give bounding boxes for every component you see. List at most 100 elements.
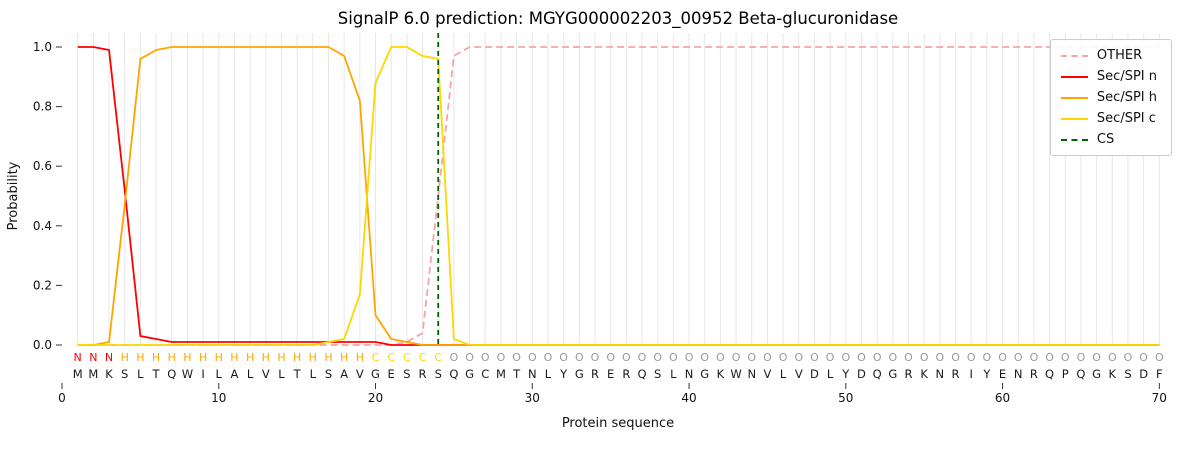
svg-text:P: P bbox=[1062, 367, 1069, 381]
svg-text:R: R bbox=[952, 367, 960, 381]
svg-text:Y: Y bbox=[559, 367, 568, 381]
svg-text:G: G bbox=[371, 367, 380, 381]
svg-text:W: W bbox=[182, 367, 193, 381]
svg-text:O: O bbox=[669, 351, 678, 364]
svg-text:O: O bbox=[497, 351, 506, 364]
svg-text:O: O bbox=[716, 351, 725, 364]
cs-line-sample bbox=[1060, 138, 1088, 141]
legend-entry-sec-spi-c: Sec/SPI c bbox=[1060, 111, 1157, 126]
svg-text:H: H bbox=[183, 351, 191, 364]
svg-text:L: L bbox=[827, 367, 834, 381]
svg-text:N: N bbox=[89, 351, 97, 364]
svg-text:H: H bbox=[168, 351, 176, 364]
legend-label-cs: CS bbox=[1096, 132, 1115, 147]
plot-layers: 0.00.20.40.60.81.00 10 20 30 40 50 60 70N N N H H H H… bbox=[33, 33, 1167, 405]
other-line-sample bbox=[1060, 54, 1088, 57]
svg-text:V: V bbox=[795, 367, 803, 381]
svg-text:O: O bbox=[810, 351, 819, 364]
svg-text:L: L bbox=[247, 367, 254, 381]
x-axis-label: Protein sequence bbox=[562, 416, 674, 431]
svg-text:E: E bbox=[607, 367, 614, 381]
svg-text:N: N bbox=[747, 367, 756, 381]
svg-text:O: O bbox=[936, 351, 945, 364]
sec-spi-c-line-sample bbox=[1060, 117, 1088, 120]
svg-text:N: N bbox=[74, 351, 82, 364]
svg-text:Q: Q bbox=[637, 367, 646, 381]
svg-text:R: R bbox=[622, 367, 630, 381]
svg-text:O: O bbox=[700, 351, 709, 364]
svg-text:0.0: 0.0 bbox=[33, 338, 52, 352]
svg-text:O: O bbox=[732, 351, 741, 364]
svg-text:E: E bbox=[999, 367, 1006, 381]
svg-text:O: O bbox=[1030, 351, 1039, 364]
svg-text:0.6: 0.6 bbox=[33, 159, 52, 173]
svg-text:O: O bbox=[1061, 351, 1070, 364]
svg-text:K: K bbox=[717, 367, 725, 381]
svg-text:H: H bbox=[246, 351, 254, 364]
y-axis-label: Probability bbox=[6, 161, 21, 230]
svg-text:O: O bbox=[904, 351, 913, 364]
svg-text:S: S bbox=[1124, 367, 1131, 381]
svg-text:50: 50 bbox=[838, 391, 853, 405]
svg-text:O: O bbox=[779, 351, 788, 364]
svg-text:Q: Q bbox=[1045, 367, 1054, 381]
svg-text:O: O bbox=[747, 351, 756, 364]
svg-text:Q: Q bbox=[449, 367, 458, 381]
svg-text:I: I bbox=[201, 367, 204, 381]
svg-text:H: H bbox=[215, 351, 223, 364]
svg-text:C: C bbox=[434, 351, 442, 364]
svg-text:N: N bbox=[685, 367, 694, 381]
svg-text:70: 70 bbox=[1152, 391, 1167, 405]
series-line-other bbox=[77, 46, 1160, 346]
sec-spi-h-line-sample bbox=[1060, 96, 1088, 99]
svg-text:O: O bbox=[841, 351, 850, 364]
svg-text:O: O bbox=[794, 351, 803, 364]
legend: OTHER Sec/SPI n Sec/SPI h Sec/SPI c CS bbox=[1049, 39, 1172, 156]
svg-text:L: L bbox=[545, 367, 552, 381]
svg-text:H: H bbox=[136, 351, 144, 364]
svg-text:A: A bbox=[340, 367, 348, 381]
svg-text:0.8: 0.8 bbox=[33, 100, 52, 114]
svg-text:O: O bbox=[559, 351, 568, 364]
svg-text:C: C bbox=[481, 367, 489, 381]
svg-text:O: O bbox=[1108, 351, 1117, 364]
svg-text:R: R bbox=[591, 367, 599, 381]
svg-text:10: 10 bbox=[211, 391, 226, 405]
svg-text:O: O bbox=[450, 351, 459, 364]
svg-text:H: H bbox=[340, 351, 348, 364]
svg-text:Y: Y bbox=[841, 367, 850, 381]
svg-text:S: S bbox=[403, 367, 410, 381]
legend-label-sec-spi-n: Sec/SPI n bbox=[1096, 69, 1157, 84]
svg-text:20: 20 bbox=[368, 391, 383, 405]
svg-text:O: O bbox=[857, 351, 866, 364]
chart-title: SignalP 6.0 prediction: MGYG000002203_00… bbox=[338, 9, 898, 29]
svg-text:D: D bbox=[810, 367, 819, 381]
svg-text:L: L bbox=[137, 367, 144, 381]
legend-label-sec-spi-h: Sec/SPI h bbox=[1096, 90, 1157, 105]
svg-text:N: N bbox=[936, 367, 945, 381]
svg-text:O: O bbox=[967, 351, 976, 364]
svg-text:A: A bbox=[230, 367, 238, 381]
svg-text:O: O bbox=[998, 351, 1007, 364]
svg-text:V: V bbox=[356, 367, 364, 381]
svg-text:60: 60 bbox=[995, 391, 1010, 405]
svg-text:S: S bbox=[325, 367, 332, 381]
svg-text:0.2: 0.2 bbox=[33, 278, 52, 292]
svg-text:H: H bbox=[293, 351, 301, 364]
svg-text:R: R bbox=[905, 367, 913, 381]
svg-text:T: T bbox=[293, 367, 302, 381]
svg-text:M: M bbox=[73, 367, 83, 381]
svg-text:G: G bbox=[465, 367, 474, 381]
svg-text:0: 0 bbox=[58, 391, 66, 405]
svg-text:Q: Q bbox=[167, 367, 176, 381]
svg-text:O: O bbox=[653, 351, 662, 364]
svg-text:G: G bbox=[575, 367, 584, 381]
svg-text:O: O bbox=[544, 351, 553, 364]
svg-text:T: T bbox=[512, 367, 521, 381]
svg-text:D: D bbox=[857, 367, 866, 381]
legend-entry-sec-spi-h: Sec/SPI h bbox=[1060, 90, 1157, 105]
sec-spi-n-line-sample bbox=[1060, 75, 1088, 78]
svg-text:O: O bbox=[1014, 351, 1023, 364]
svg-text:S: S bbox=[435, 367, 442, 381]
